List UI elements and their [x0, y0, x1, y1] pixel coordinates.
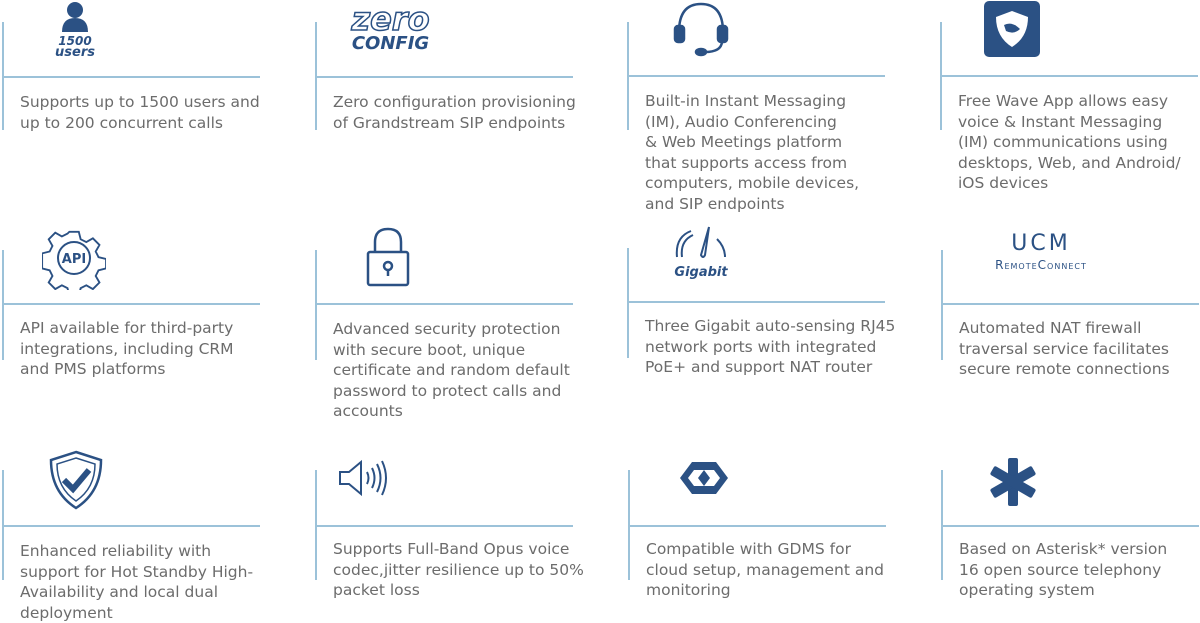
text-line: Compatible with GDMS for	[646, 540, 851, 558]
divider	[627, 248, 629, 358]
divider	[2, 76, 260, 78]
text-line: zero	[351, 0, 431, 38]
divider	[627, 301, 885, 303]
text-line: operating system	[959, 581, 1095, 600]
feature-description: Based on Asterisk* version 16 open source…	[959, 539, 1167, 601]
feature-description: Supports Full-Band Opus voice codec,jitte…	[333, 539, 584, 601]
feature-description: Advanced security protection with secure …	[333, 319, 570, 422]
feature-description: Free Wave App allows easy voice & Instant…	[958, 91, 1181, 194]
text-line: cloud setup, management and	[646, 560, 885, 579]
text-line: certificate and random default	[333, 361, 570, 380]
text-line: Built-in Instant Messaging	[645, 92, 847, 110]
text-line: password to protect calls and	[333, 381, 562, 400]
text-line: integrations, including CRM	[20, 339, 234, 358]
text-line: UCM	[1011, 231, 1071, 256]
text-line: (IM) communications using	[958, 133, 1168, 152]
text-line: API	[62, 252, 86, 267]
feature-description: Compatible with GDMS for cloud setup, man…	[646, 539, 884, 601]
text-line: deployment	[20, 603, 113, 622]
divider	[941, 525, 1199, 527]
feature-description: Three Gigabit auto-sensing RJ45 network p…	[645, 316, 895, 378]
text-line: packet loss	[333, 581, 420, 600]
text-line: computers, mobile devices,	[645, 174, 860, 193]
shield-check-icon	[48, 450, 104, 514]
text-line: network ports with integrated	[645, 337, 877, 356]
divider	[940, 75, 1198, 77]
text-line: voice & Instant Messaging	[958, 112, 1163, 131]
text-line: CONFIG	[351, 33, 430, 54]
text-line: and PMS platforms	[20, 360, 166, 379]
wave-app-icon	[984, 1, 1040, 61]
text-line: codec,jitter resilience up to 50%	[333, 560, 584, 579]
text-line: accounts	[333, 402, 403, 421]
text-line: support for Hot Standby High-	[20, 562, 254, 581]
text-line: Automated NAT firewall	[959, 319, 1142, 337]
text-line: (IM), Audio Conferencing	[645, 112, 837, 131]
gdms-cloud-icon	[678, 460, 730, 500]
text-line: Advanced security protection	[333, 320, 561, 338]
text-line: Based on Asterisk* version	[959, 540, 1168, 558]
text-line: Free Wave App allows easy	[958, 92, 1169, 110]
speaker-icon	[337, 458, 389, 502]
text-line: Enhanced reliability with	[20, 542, 212, 560]
text-line: Three Gigabit auto-sensing RJ45	[645, 317, 896, 335]
text-line: monitoring	[646, 581, 731, 600]
text-line: Availability and local dual	[20, 583, 219, 602]
text-line: secure remote connections	[959, 360, 1170, 379]
divider	[315, 525, 573, 527]
feature-description: API available for third-party integration…	[20, 318, 234, 380]
divider	[315, 250, 317, 360]
headset-icon	[671, 0, 731, 62]
divider	[2, 250, 4, 360]
text-line: iOS devices	[958, 174, 1049, 193]
text-line: users	[55, 45, 95, 60]
divider	[941, 303, 1199, 305]
text-line: desktops, Web, and Android/	[958, 153, 1181, 172]
divider	[628, 525, 886, 527]
text-line: RemoteConnect	[995, 258, 1087, 272]
asterisk-icon	[987, 456, 1039, 512]
text-line: Supports Full-Band Opus voice	[333, 540, 570, 558]
feature-description: Built-in Instant Messaging (IM), Audio Co…	[645, 91, 859, 215]
gigabit-gauge-icon: Gigabit	[671, 225, 731, 280]
api-gear-icon: API	[41, 226, 107, 297]
user-icon: 1500 users	[50, 0, 100, 59]
divider	[941, 250, 943, 360]
feature-description: Zero configuration provisioning of Grands…	[333, 92, 576, 133]
divider	[627, 75, 885, 77]
text-line: & Web Meetings platform	[645, 133, 843, 152]
text-line: traversal service facilitates	[959, 339, 1169, 358]
text-line: of Grandstream SIP endpoints	[333, 113, 566, 132]
feature-description: Enhanced reliability with support for Hot…	[20, 541, 253, 623]
feature-description: Supports up to 1500 users and up to 200 c…	[20, 92, 260, 133]
text-line: 1500	[58, 34, 92, 48]
divider	[2, 303, 260, 305]
ucm-remoteconnect-logo: UCM RemoteConnect	[961, 232, 1121, 274]
text-line: that supports access from	[645, 153, 848, 172]
text-line: API available for third-party	[20, 319, 234, 337]
zero-config-logo: zero CONFIG	[343, 0, 438, 54]
text-line: Zero configuration provisioning	[333, 93, 576, 111]
text-line: Gigabit	[674, 265, 728, 280]
text-line: and SIP endpoints	[645, 194, 785, 213]
feature-description: Automated NAT firewall traversal service …	[959, 318, 1170, 380]
text-line: PoE+ and support NAT router	[645, 358, 873, 377]
divider	[315, 76, 573, 78]
divider	[2, 525, 260, 527]
divider	[315, 303, 573, 305]
padlock-icon	[365, 226, 411, 292]
text-line: with secure boot, unique	[333, 340, 526, 359]
text-line: up to 200 concurrent calls	[20, 113, 223, 132]
text-line: 16 open source telephony	[959, 560, 1162, 579]
text-line: Supports up to 1500 users and	[20, 93, 260, 111]
